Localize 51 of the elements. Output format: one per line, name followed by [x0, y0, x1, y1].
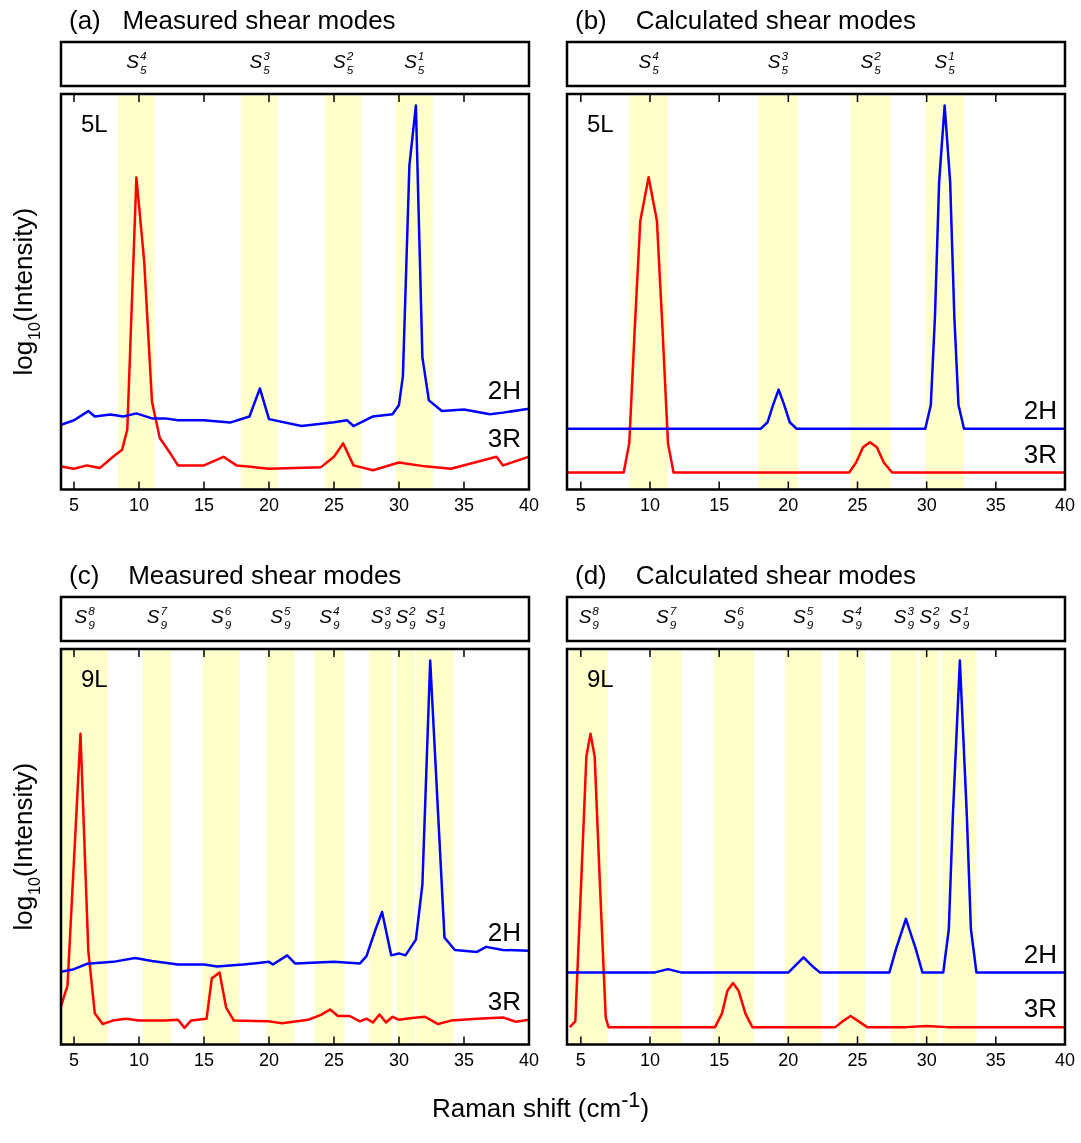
chart-title: (b) Calculated shear modes	[574, 4, 918, 37]
x-tick-label: 40	[518, 1050, 539, 1071]
series-label: 2H	[487, 916, 521, 947]
series-label: 3R	[487, 985, 521, 1016]
chart-title: (a) Measured shear modes	[68, 4, 397, 37]
annotation: 9L	[587, 665, 614, 692]
x-tick-label: 20	[258, 495, 280, 516]
x-tick-label: 15	[709, 495, 730, 516]
x-tick-label: 30	[388, 1050, 410, 1071]
x-tick-label: 40	[518, 495, 539, 516]
y-axis-title: log10(Intensity)	[8, 207, 43, 376]
series-label: 2H	[487, 374, 521, 405]
x-tick-label: 40	[1054, 1050, 1075, 1071]
chart-title: (d) Calculated shear modes	[574, 559, 918, 592]
x-tick-label: 5	[575, 495, 586, 516]
x-tick-label: 35	[985, 1050, 1006, 1071]
series-label: 2H	[1023, 394, 1057, 425]
x-tick-label: 30	[916, 1050, 937, 1071]
series-label: 2H	[1023, 938, 1057, 969]
x-tick-label: 30	[388, 495, 410, 516]
x-tick-label: 35	[453, 1050, 475, 1071]
x-axis-title: Raman shift (cm$^{-1}$)	[430, 1086, 651, 1125]
x-tick-label: 5	[575, 1050, 586, 1071]
x-tick-label: 15	[193, 1050, 215, 1071]
x-tick-label: 10	[639, 1050, 661, 1071]
x-tick-label: 20	[778, 495, 799, 516]
x-tick-label: 5	[68, 495, 80, 516]
x-tick-label: 25	[847, 1050, 868, 1071]
x-tick-label: 25	[847, 495, 868, 516]
y-axis-title: log10(Intensity)	[8, 762, 43, 931]
x-tick-label: 25	[323, 495, 345, 516]
chart-title: (c) Measured shear modes	[68, 559, 403, 592]
series-label: 3R	[487, 422, 521, 453]
x-tick-label: 15	[193, 495, 215, 516]
annotation: 5L	[81, 110, 108, 137]
x-tick-label: 20	[258, 1050, 280, 1071]
x-tick-label: 10	[128, 1050, 150, 1071]
x-tick-label: 35	[985, 495, 1006, 516]
annotation: 5L	[587, 110, 614, 137]
series-label: 3R	[1023, 993, 1057, 1024]
x-tick-label: 20	[778, 1050, 799, 1071]
x-tick-label: 25	[323, 1050, 345, 1071]
series-label: 3R	[1023, 438, 1057, 469]
x-tick-label: 30	[916, 495, 937, 516]
x-tick-label: 40	[1054, 495, 1075, 516]
x-tick-label: 5	[68, 1050, 80, 1071]
annotation: 9L	[81, 665, 108, 692]
x-tick-label: 10	[639, 495, 661, 516]
x-tick-label: 35	[453, 495, 475, 516]
x-tick-label: 10	[128, 495, 150, 516]
x-tick-label: 15	[709, 1050, 730, 1071]
